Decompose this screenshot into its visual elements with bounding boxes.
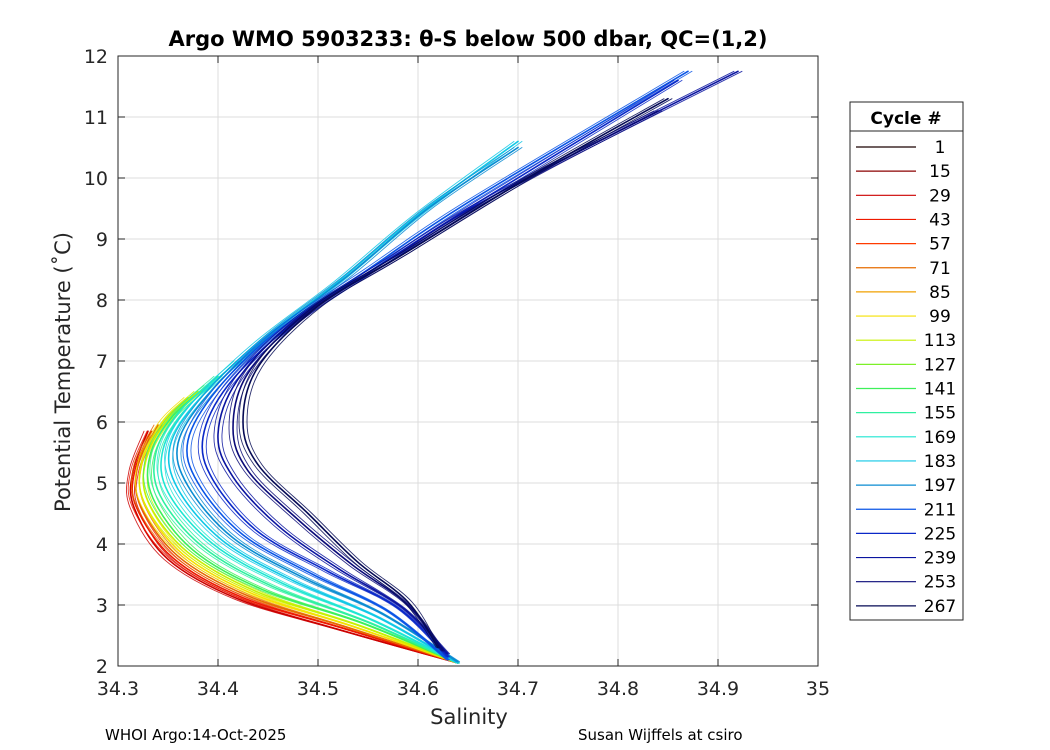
footer-right: Susan Wijffels at csiro — [578, 726, 743, 744]
y-tick-label: 4 — [96, 534, 108, 556]
x-tick-label: 34.7 — [497, 678, 539, 700]
series-line — [172, 140, 523, 664]
x-axis-ticks: 34.3 34.4 34.5 34.6 34.7 34.8 34.9 35 — [97, 56, 830, 700]
legend-entry-label: 127 — [924, 355, 956, 375]
series-line — [157, 375, 461, 664]
legend-entry-label: 253 — [924, 573, 956, 593]
series-group — [126, 70, 743, 664]
series-line — [138, 396, 459, 664]
legend: Cycle # 1 15 29 43 57 71 85 99 113 127 141 155 169 18… — [849, 101, 964, 621]
y-tick-label: 10 — [84, 168, 108, 190]
legend-entry-label: 169 — [924, 428, 956, 448]
chart-title: Argo WMO 5903233: θ-S below 500 dbar, QC… — [169, 27, 768, 51]
series-line — [167, 140, 519, 664]
legend-entry-label: 225 — [924, 524, 956, 544]
series-line — [213, 70, 735, 655]
y-tick-label: 6 — [96, 412, 108, 434]
legend-title: Cycle # — [870, 109, 941, 129]
series-line — [146, 384, 459, 664]
series-line — [190, 70, 693, 661]
x-tick-label: 34.4 — [197, 678, 239, 700]
y-axis-ticks: 2 3 4 5 6 7 8 9 10 11 12 — [84, 46, 818, 678]
x-tick-label: 34.9 — [697, 678, 739, 700]
legend-entry-label: 43 — [929, 210, 951, 230]
series-line — [131, 430, 459, 664]
series-line — [160, 360, 459, 664]
legend-entry-label: 239 — [924, 549, 956, 569]
legend-entry-label: 29 — [929, 186, 951, 206]
y-axis-label: Potential Temperature (˚C) — [51, 232, 75, 512]
x-tick-label: 34.3 — [97, 678, 139, 700]
y-tick-label: 8 — [96, 290, 108, 312]
y-tick-label: 5 — [96, 473, 108, 495]
legend-entry-label: 71 — [929, 259, 951, 279]
legend-entry-label: 211 — [924, 500, 956, 520]
series-line — [180, 147, 523, 663]
x-tick-label: 35 — [806, 678, 830, 700]
y-tick-label: 9 — [96, 229, 108, 251]
y-tick-label: 11 — [84, 107, 108, 129]
series-line — [164, 140, 515, 664]
legend-entries: 1 15 29 43 57 71 85 99 113 127 141 155 169 183 197 211 2… — [856, 138, 956, 617]
footer-left: WHOI Argo:14-Oct-2025 — [105, 726, 286, 744]
x-tick-label: 34.5 — [297, 678, 339, 700]
series-line — [238, 98, 665, 649]
legend-entry-label: 141 — [924, 380, 956, 400]
series-line — [186, 70, 689, 661]
legend-entry-label: 99 — [929, 307, 951, 327]
y-tick-label: 12 — [84, 46, 108, 68]
x-axis-label: Salinity — [430, 705, 508, 729]
series-line — [142, 390, 459, 664]
legend-entry-label: 197 — [924, 476, 956, 496]
legend-entry-label: 57 — [929, 235, 951, 255]
legend-entry-label: 267 — [924, 597, 956, 617]
legend-entry-label: 85 — [929, 283, 951, 303]
legend-entry-label: 155 — [924, 404, 956, 424]
series-line — [242, 97, 669, 649]
series-line — [246, 98, 673, 649]
series-line — [201, 79, 679, 658]
legend-entry-label: 113 — [924, 331, 956, 351]
legend-entry-label: 1 — [935, 138, 946, 158]
y-tick-label: 3 — [96, 595, 108, 617]
y-tick-label: 7 — [96, 351, 108, 373]
x-tick-label: 34.8 — [597, 678, 639, 700]
series-line — [176, 146, 519, 663]
x-tick-label: 34.6 — [397, 678, 439, 700]
series-line — [153, 375, 459, 664]
series-line — [197, 79, 675, 658]
series-line — [172, 147, 515, 663]
series-line — [134, 424, 459, 664]
legend-entry-label: 15 — [929, 162, 951, 182]
legend-entry-label: 183 — [924, 452, 956, 472]
y-tick-label: 2 — [96, 656, 108, 678]
series-line — [182, 70, 685, 661]
